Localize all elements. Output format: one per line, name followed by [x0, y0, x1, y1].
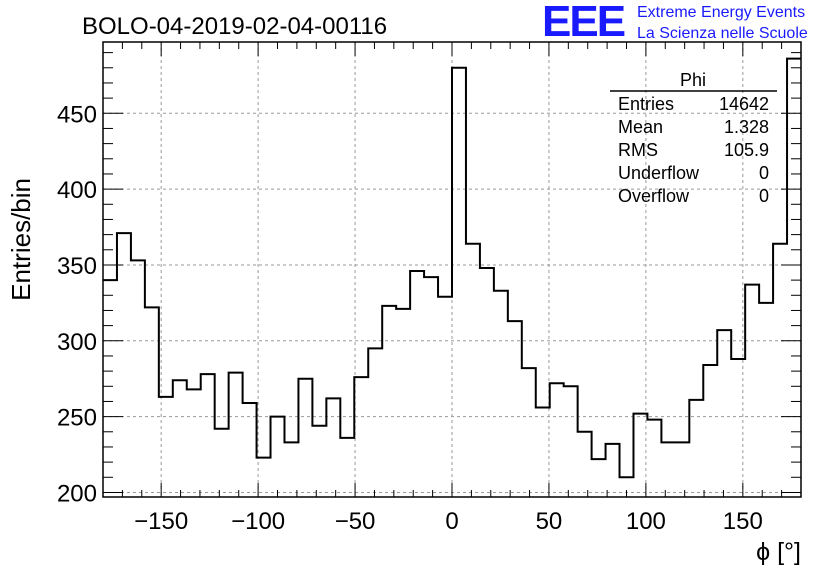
stats-value: 105.9 — [724, 140, 769, 160]
eee-logo-mark: EEE — [542, 0, 626, 46]
x-tick-label: 150 — [723, 508, 763, 535]
y-tick-label: 350 — [57, 253, 97, 280]
stats-value: 14642 — [719, 94, 769, 114]
x-axis-label: ϕ [°] — [756, 538, 801, 566]
stats-label: Entries — [618, 94, 674, 114]
stats-value: 0 — [759, 163, 769, 183]
y-tick-label: 300 — [57, 329, 97, 356]
stats-title: Phi — [680, 70, 706, 90]
stats-label: Underflow — [618, 163, 700, 183]
stats-label: RMS — [618, 140, 658, 160]
y-tick-label: 400 — [57, 177, 97, 204]
stats-value: 1.328 — [724, 117, 769, 137]
x-tick-label: 0 — [445, 508, 458, 535]
x-tick-label: −150 — [134, 508, 188, 535]
x-tick-label: −100 — [231, 508, 285, 535]
y-tick-label: 200 — [57, 480, 97, 507]
eee-logo: EEE Extreme Energy Events La Scienza nel… — [542, 0, 832, 46]
y-axis-label: Entries/bin — [6, 178, 36, 301]
stats-label: Mean — [618, 117, 663, 137]
stats-value: 0 — [759, 186, 769, 206]
x-tick-label: −50 — [335, 508, 376, 535]
y-tick-label: 450 — [57, 101, 97, 128]
stats-label: Overflow — [618, 186, 690, 206]
chart-title: BOLO-04-2019-02-04-00116 — [82, 13, 387, 40]
x-tick-label: 100 — [626, 508, 666, 535]
x-tick-label: 50 — [536, 508, 563, 535]
histogram-outline — [103, 57, 801, 479]
y-tick-label: 250 — [57, 405, 97, 432]
eee-logo-line-1: Extreme Energy Events — [637, 4, 806, 21]
eee-logo-line-2: La Scienza nelle Scuole — [637, 25, 808, 42]
